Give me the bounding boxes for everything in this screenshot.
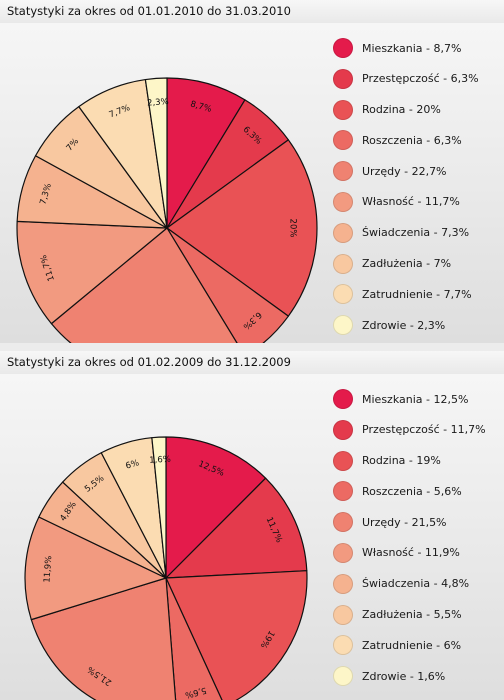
- legend-swatch: [333, 130, 353, 151]
- legend-swatch: [333, 635, 353, 656]
- legend-label: Zatrudnienie - 6%: [362, 638, 462, 652]
- legend-item-rodzina: Rodzina - 20%: [333, 99, 479, 120]
- legend-label: Własność - 11,9%: [362, 546, 460, 560]
- legend-label: Roszczenia - 6,3%: [362, 133, 462, 147]
- legend-swatch: [333, 542, 353, 563]
- legend-swatch: [333, 604, 353, 625]
- legend-item-rodzina: Rodzina - 19%: [333, 450, 486, 471]
- legend: Mieszkania - 8,7% Przestępczość - 6,3% Rod…: [333, 38, 479, 346]
- legend-item-roszczenia: Roszczenia - 5,6%: [333, 481, 486, 502]
- legend-swatch: [333, 161, 353, 182]
- legend-item-urzedy: Urzędy - 22,7%: [333, 161, 479, 182]
- legend-label: Świadczenia - 4,8%: [362, 577, 470, 591]
- legend-label: Zadłużenia - 5,5%: [362, 608, 462, 622]
- legend-label: Własność - 11,7%: [362, 195, 460, 209]
- legend-swatch: [333, 419, 353, 440]
- legend-item-mieszkania: Mieszkania - 8,7%: [333, 38, 479, 58]
- legend-swatch: [333, 481, 353, 502]
- legend-swatch: [333, 450, 353, 471]
- legend-item-swiadczenia: Świadczenia - 4,8%: [333, 573, 486, 594]
- pie-slice-zdrowie: [151, 436, 167, 579]
- chart-panel-2009: Statystyki za okres od 01.02.2009 do 31.…: [0, 351, 504, 700]
- legend-label: Urzędy - 21,5%: [362, 515, 447, 529]
- pie-slice-przestepczosc: [165, 477, 308, 579]
- legend-swatch: [333, 38, 353, 58]
- legend-swatch: [333, 222, 353, 243]
- legend-item-zadluzenia: Zadłużenia - 7%: [333, 253, 479, 274]
- legend-item-wlasnosc: Własność - 11,7%: [333, 191, 479, 212]
- legend-item-zatrudnienie: Zatrudnienie - 6%: [333, 635, 486, 656]
- legend-item-roszczenia: Roszczenia - 6,3%: [333, 130, 479, 151]
- chart-panel-2010: Statystyki za okres od 01.01.2010 do 31.…: [0, 0, 504, 343]
- slice-label-rodzina: 20%: [288, 219, 298, 238]
- legend-label: Świadczenia - 7,3%: [362, 226, 470, 240]
- pie-slice-roszczenia: [165, 577, 223, 700]
- legend-label: Rodzina - 19%: [362, 454, 441, 468]
- pie-slice-mieszkania: [165, 436, 267, 579]
- slice-label-zdrowie: 2,3%: [147, 97, 169, 109]
- legend-swatch: [333, 573, 353, 594]
- chart-area: 12,5% 11,7% 19% 5,6% 21,5% 11,9% 4,8% 5,5% 6% 1,6…: [0, 374, 504, 700]
- pie-slice-rodzina: [166, 139, 318, 317]
- legend-swatch: [333, 389, 353, 409]
- legend-swatch: [333, 99, 353, 120]
- legend-item-mieszkania: Mieszkania - 12,5%: [333, 389, 486, 409]
- legend-swatch: [333, 512, 353, 533]
- legend-swatch: [333, 191, 353, 212]
- slice-label-zatrudnienie: 6%: [125, 458, 141, 471]
- legend-label: Przestępczość - 11,7%: [362, 423, 486, 437]
- pie-slice-wlasnosc: [16, 220, 168, 325]
- legend-item-zdrowie: Zdrowie - 1,6%: [333, 666, 486, 687]
- legend-item-zatrudnienie: Zatrudnienie - 7,7%: [333, 284, 479, 305]
- legend-label: Przestępczość - 6,3%: [362, 72, 479, 86]
- pie-chart: 8,7%6,3%20%6,3%22,7%11,7%7,3%7%7,7%2,3%: [16, 77, 318, 343]
- legend-label: Zdrowie - 1,6%: [362, 669, 446, 683]
- chart-title: Statystyki za okres od 01.02.2009 do 31.…: [0, 351, 504, 375]
- legend-label: Zdrowie - 2,3%: [362, 318, 446, 332]
- legend-label: Mieszkania - 12,5%: [362, 392, 469, 406]
- legend-item-przestepczosc: Przestępczość - 6,3%: [333, 68, 479, 89]
- pie-slice-rodzina: [165, 570, 308, 700]
- slice-label-zdrowie: 1,6%: [149, 455, 171, 466]
- pie-slice-wlasnosc: [24, 516, 167, 621]
- legend-item-swiadczenia: Świadczenia - 7,3%: [333, 222, 479, 243]
- legend-label: Zatrudnienie - 7,7%: [362, 287, 472, 301]
- legend: Mieszkania - 12,5% Przestępczość - 11,7% R…: [333, 389, 486, 697]
- legend-item-zadluzenia: Zadłużenia - 5,5%: [333, 604, 486, 625]
- legend-swatch: [333, 68, 353, 89]
- legend-label: Mieszkania - 8,7%: [362, 41, 462, 55]
- legend-swatch: [333, 666, 353, 687]
- slice-label-wlasnosc: 11,9%: [42, 555, 54, 583]
- legend-swatch: [333, 315, 353, 336]
- pie-chart: 12,5%11,7%19%5,6%21,5%11,9%4,8%5,5%6% 1,6…: [24, 436, 308, 700]
- legend-swatch: [333, 253, 353, 274]
- legend-label: Rodzina - 20%: [362, 103, 441, 117]
- legend-item-wlasnosc: Własność - 11,9%: [333, 542, 486, 563]
- legend-item-zdrowie: Zdrowie - 2,3%: [333, 315, 479, 336]
- legend-item-urzedy: Urzędy - 21,5%: [333, 512, 486, 533]
- legend-label: Urzędy - 22,7%: [362, 164, 447, 178]
- legend-swatch: [333, 284, 353, 305]
- pie-slice-zdrowie: [144, 77, 168, 229]
- pie-slice-urzedy: [50, 227, 238, 343]
- pie-slice-mieszkania: [166, 77, 246, 229]
- chart-area: 8,7%6,3%20%6,3%22,7%11,7%7,3%7%7,7%2,3% …: [0, 23, 504, 343]
- legend-item-przestepczosc: Przestępczość - 11,7%: [333, 419, 486, 440]
- legend-label: Roszczenia - 5,6%: [362, 484, 462, 498]
- legend-label: Zadłużenia - 7%: [362, 257, 452, 271]
- chart-title: Statystyki za okres od 01.01.2010 do 31.…: [0, 0, 504, 24]
- pie-slice-roszczenia: [166, 227, 289, 343]
